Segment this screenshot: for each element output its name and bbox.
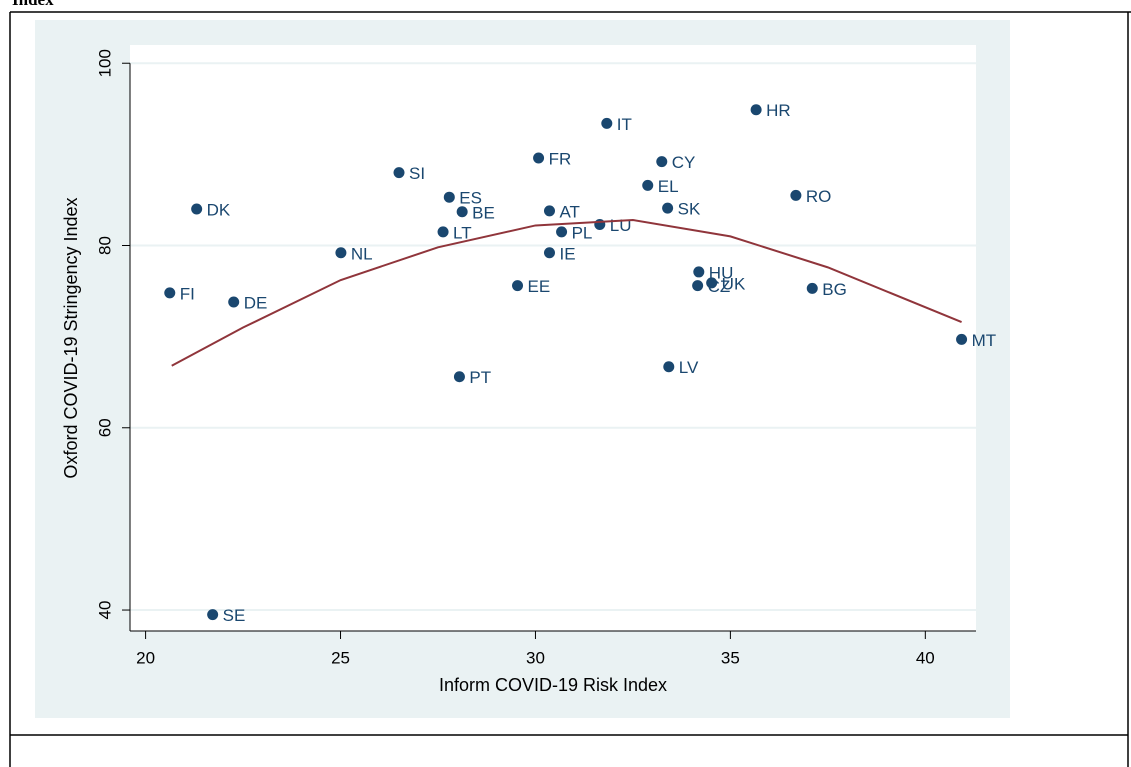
- fit-line: [171, 218, 962, 367]
- point-label: HU: [709, 263, 734, 282]
- point-label: RO: [806, 187, 832, 206]
- chart: 40 60 80 100 20 25 30 35 40 Inform COVID-19 Risk …: [61, 49, 996, 695]
- point-label: NL: [351, 244, 373, 263]
- point-label: IT: [617, 115, 632, 134]
- point-label: UK: [722, 274, 746, 293]
- point-label: FI: [180, 284, 195, 303]
- point-label: BE: [472, 203, 495, 222]
- plot-area: [130, 45, 976, 631]
- point: [750, 104, 762, 116]
- point-label: MT: [972, 331, 997, 350]
- point: [443, 191, 455, 203]
- point: [806, 282, 818, 294]
- point-label: PT: [469, 368, 491, 387]
- point-label: BG: [822, 280, 847, 299]
- point-label: PL: [572, 223, 593, 242]
- point: [556, 226, 568, 238]
- y-axis-label: Oxford COVID-19 Stringency Index: [61, 197, 81, 478]
- point: [692, 280, 704, 292]
- point: [662, 202, 674, 214]
- x-tick-label: 40: [916, 648, 935, 667]
- point: [642, 179, 654, 191]
- point-label: LU: [610, 216, 632, 235]
- point: [601, 117, 613, 129]
- point: [456, 206, 468, 218]
- point-label: FR: [549, 149, 572, 168]
- point: [543, 247, 555, 259]
- caption-fragment: Index: [12, 0, 54, 9]
- point: [533, 152, 545, 164]
- x-tick-label: 20: [136, 648, 155, 667]
- x-tick-label: 25: [331, 648, 350, 667]
- point-label: LV: [679, 358, 699, 377]
- point: [693, 266, 705, 278]
- point: [790, 189, 802, 201]
- y-tick-label: 80: [95, 236, 114, 255]
- point-label: DE: [244, 293, 268, 312]
- point: [437, 226, 449, 238]
- point: [207, 609, 219, 621]
- x-axis-label: Inform COVID-19 Risk Index: [439, 675, 667, 695]
- point-label: DK: [207, 201, 231, 220]
- point: [191, 203, 203, 215]
- y-tick-label: 60: [95, 418, 114, 437]
- y-tick-label: 100: [95, 49, 114, 77]
- point-label: ES: [459, 189, 482, 208]
- point: [512, 280, 524, 292]
- point: [706, 277, 718, 289]
- point: [335, 247, 347, 259]
- point: [656, 156, 668, 168]
- point: [663, 361, 675, 373]
- point-label: IE: [559, 244, 575, 263]
- point-label: EL: [658, 177, 679, 196]
- point-label: AT: [559, 202, 579, 221]
- point-label: SK: [678, 200, 701, 219]
- point: [956, 333, 968, 345]
- point: [393, 167, 405, 179]
- point-label: HR: [766, 101, 791, 120]
- point-label: EE: [528, 277, 551, 296]
- point: [164, 287, 176, 299]
- y-tick-label: 40: [95, 601, 114, 620]
- point-label: SI: [409, 164, 425, 183]
- x-tick-label: 35: [721, 648, 740, 667]
- point: [543, 205, 555, 217]
- point-label: CY: [672, 153, 696, 172]
- point-label: LT: [453, 223, 472, 242]
- point-label: SE: [223, 606, 246, 625]
- x-tick-label: 30: [526, 648, 545, 667]
- point: [453, 371, 465, 383]
- point: [228, 296, 240, 308]
